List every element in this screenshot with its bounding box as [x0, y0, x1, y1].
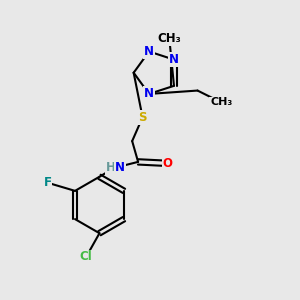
- Text: N: N: [115, 161, 125, 174]
- Text: H: H: [106, 161, 116, 174]
- Text: N: N: [144, 87, 154, 101]
- Text: S: S: [138, 111, 147, 124]
- Text: O: O: [163, 157, 173, 170]
- Text: Cl: Cl: [80, 250, 92, 263]
- Text: F: F: [44, 176, 52, 189]
- Text: N: N: [169, 53, 179, 66]
- Text: N: N: [144, 45, 154, 58]
- Text: CH₃: CH₃: [210, 98, 232, 107]
- Text: CH₃: CH₃: [158, 32, 181, 45]
